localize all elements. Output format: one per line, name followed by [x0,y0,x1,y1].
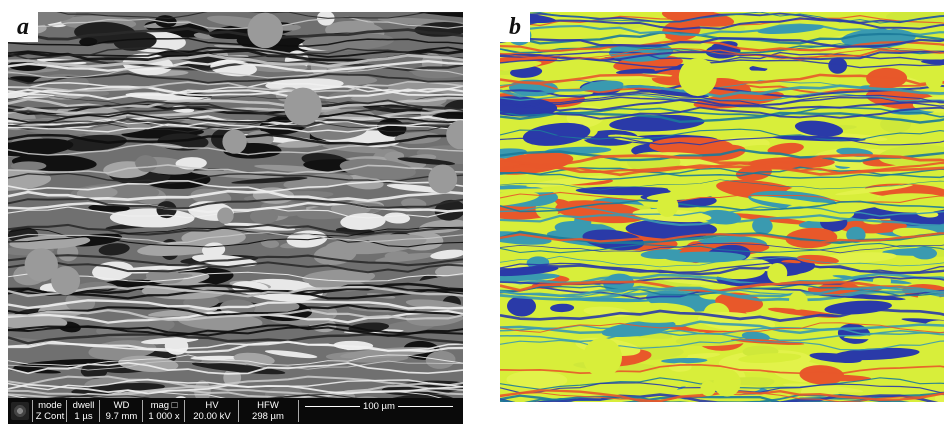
databar-wd-header: WD [113,400,130,411]
databar-hfw-value: 298 µm [252,411,284,422]
panel-label-a: a [8,12,38,42]
phase-map-panel: b [500,12,944,402]
databar-dwell-value: 1 µs [74,411,93,422]
databar-mag: mag □ 1 000 x [142,400,185,422]
databar-hv: HV 20.00 kV [184,400,239,422]
sem-micrograph-image [8,12,463,424]
databar-mode-header: mode [38,400,62,411]
sem-micrograph-panel: a mode Z Cont dwell 1 µs WD 9.7 mm mag □… [8,12,463,424]
phase-map-image [500,12,944,402]
databar-wd-value: 9.7 mm [105,411,138,422]
databar-hv-header: HV [205,400,219,411]
scale-bar: 100 µm [298,400,459,422]
databar-mag-value: 1 000 x [148,411,180,422]
databar-hfw-header: HFW [257,400,279,411]
databar-dwell: dwell 1 µs [66,400,100,422]
databar-dwell-header: dwell [72,400,95,411]
databar-hv-value: 20.00 kV [193,411,231,422]
panel-label-b: b [500,12,530,42]
databar-mag-header: mag □ [150,400,178,411]
databar-mode: mode Z Cont [32,400,67,422]
databar-mode-value: Z Cont [35,411,65,422]
scale-bar-label: 100 µm [360,401,398,412]
sem-databar: mode Z Cont dwell 1 µs WD 9.7 mm mag □ 1… [8,398,463,424]
databar-wd: WD 9.7 mm [99,400,143,422]
instrument-logo-icon [11,402,29,420]
databar-hfw: HFW 298 µm [238,400,297,422]
